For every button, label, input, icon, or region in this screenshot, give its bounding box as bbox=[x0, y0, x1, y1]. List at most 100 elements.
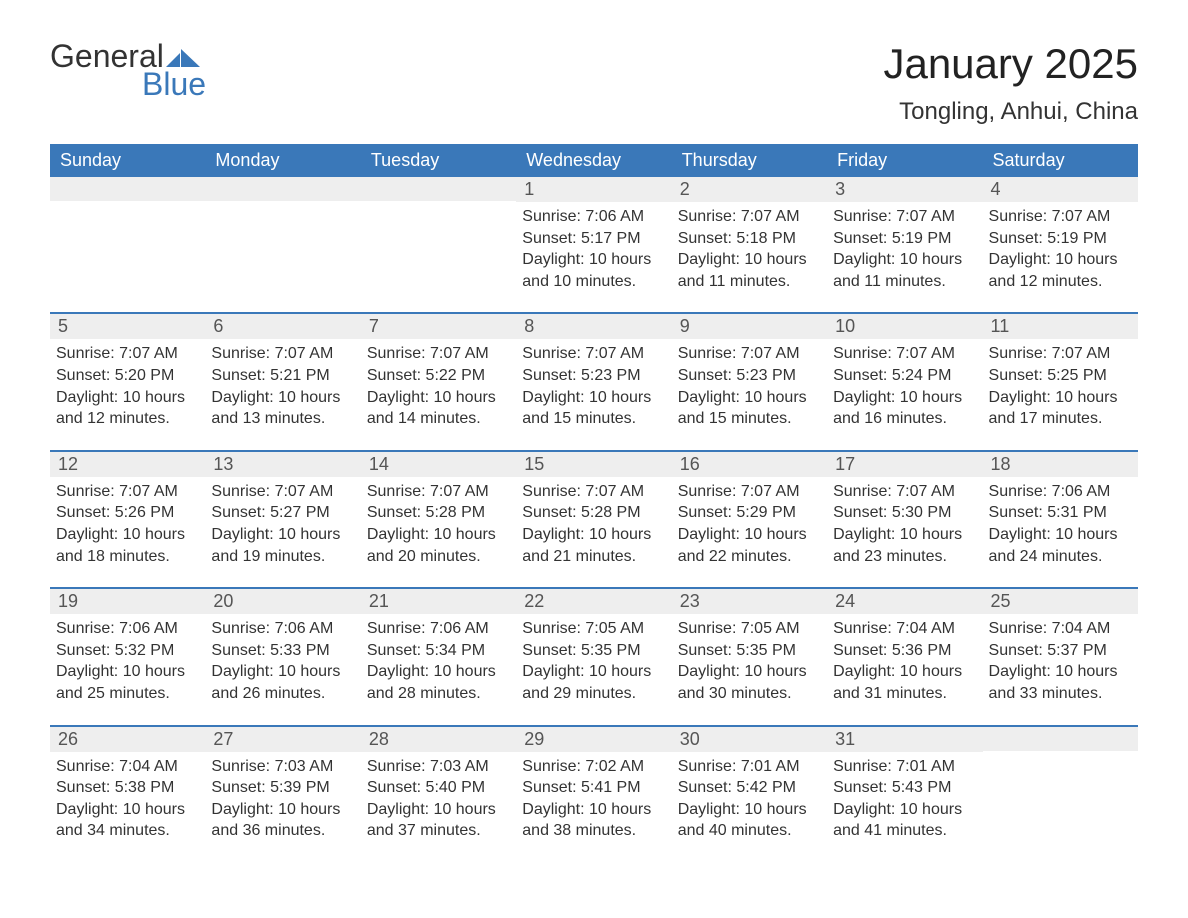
calendar-day: 2Sunrise: 7:07 AMSunset: 5:18 PMDaylight… bbox=[672, 177, 827, 300]
day-number: 25 bbox=[983, 589, 1138, 614]
daylight-line: Daylight: 10 hours and 12 minutes. bbox=[989, 249, 1132, 292]
day-number: 7 bbox=[361, 314, 516, 339]
sunset-line: Sunset: 5:19 PM bbox=[989, 228, 1132, 250]
daylight-line: Daylight: 10 hours and 15 minutes. bbox=[678, 387, 821, 430]
day-number: 31 bbox=[827, 727, 982, 752]
sunrise-line: Sunrise: 7:07 AM bbox=[56, 481, 199, 503]
day-number: 16 bbox=[672, 452, 827, 477]
day-number: 10 bbox=[827, 314, 982, 339]
sunset-line: Sunset: 5:31 PM bbox=[989, 502, 1132, 524]
daylight-line: Daylight: 10 hours and 18 minutes. bbox=[56, 524, 199, 567]
calendar-day: 10Sunrise: 7:07 AMSunset: 5:24 PMDayligh… bbox=[827, 314, 982, 437]
day-details: Sunrise: 7:07 AMSunset: 5:19 PMDaylight:… bbox=[827, 202, 982, 292]
daylight-line: Daylight: 10 hours and 28 minutes. bbox=[367, 661, 510, 704]
sunrise-line: Sunrise: 7:07 AM bbox=[522, 343, 665, 365]
day-number: 24 bbox=[827, 589, 982, 614]
sunset-line: Sunset: 5:32 PM bbox=[56, 640, 199, 662]
day-details: Sunrise: 7:07 AMSunset: 5:28 PMDaylight:… bbox=[516, 477, 671, 567]
sunset-line: Sunset: 5:17 PM bbox=[522, 228, 665, 250]
sunrise-line: Sunrise: 7:07 AM bbox=[989, 206, 1132, 228]
calendar-week: 19Sunrise: 7:06 AMSunset: 5:32 PMDayligh… bbox=[50, 587, 1138, 712]
day-number: 14 bbox=[361, 452, 516, 477]
sunset-line: Sunset: 5:19 PM bbox=[833, 228, 976, 250]
day-number: 28 bbox=[361, 727, 516, 752]
daylight-line: Daylight: 10 hours and 16 minutes. bbox=[833, 387, 976, 430]
sunset-line: Sunset: 5:34 PM bbox=[367, 640, 510, 662]
sunrise-line: Sunrise: 7:06 AM bbox=[211, 618, 354, 640]
calendar-day: 31Sunrise: 7:01 AMSunset: 5:43 PMDayligh… bbox=[827, 727, 982, 850]
calendar-day: 29Sunrise: 7:02 AMSunset: 5:41 PMDayligh… bbox=[516, 727, 671, 850]
sunset-line: Sunset: 5:35 PM bbox=[678, 640, 821, 662]
day-details: Sunrise: 7:07 AMSunset: 5:23 PMDaylight:… bbox=[672, 339, 827, 429]
calendar-day: 24Sunrise: 7:04 AMSunset: 5:36 PMDayligh… bbox=[827, 589, 982, 712]
daylight-line: Daylight: 10 hours and 13 minutes. bbox=[211, 387, 354, 430]
day-number: 6 bbox=[205, 314, 360, 339]
sunrise-line: Sunrise: 7:07 AM bbox=[522, 481, 665, 503]
sunset-line: Sunset: 5:33 PM bbox=[211, 640, 354, 662]
calendar-day: 16Sunrise: 7:07 AMSunset: 5:29 PMDayligh… bbox=[672, 452, 827, 575]
sunset-line: Sunset: 5:21 PM bbox=[211, 365, 354, 387]
sunrise-line: Sunrise: 7:03 AM bbox=[367, 756, 510, 778]
daylight-line: Daylight: 10 hours and 34 minutes. bbox=[56, 799, 199, 842]
sunset-line: Sunset: 5:37 PM bbox=[989, 640, 1132, 662]
calendar-day: 30Sunrise: 7:01 AMSunset: 5:42 PMDayligh… bbox=[672, 727, 827, 850]
day-number: 8 bbox=[516, 314, 671, 339]
brand-logo: General Blue bbox=[50, 40, 206, 100]
calendar-day: 5Sunrise: 7:07 AMSunset: 5:20 PMDaylight… bbox=[50, 314, 205, 437]
sunset-line: Sunset: 5:43 PM bbox=[833, 777, 976, 799]
day-details: Sunrise: 7:07 AMSunset: 5:30 PMDaylight:… bbox=[827, 477, 982, 567]
sunrise-line: Sunrise: 7:04 AM bbox=[989, 618, 1132, 640]
day-details: Sunrise: 7:07 AMSunset: 5:18 PMDaylight:… bbox=[672, 202, 827, 292]
day-details: Sunrise: 7:01 AMSunset: 5:42 PMDaylight:… bbox=[672, 752, 827, 842]
day-number: 23 bbox=[672, 589, 827, 614]
sunset-line: Sunset: 5:18 PM bbox=[678, 228, 821, 250]
day-number: 9 bbox=[672, 314, 827, 339]
calendar-day: 17Sunrise: 7:07 AMSunset: 5:30 PMDayligh… bbox=[827, 452, 982, 575]
weekday-header: Sunday bbox=[50, 144, 205, 177]
daylight-line: Daylight: 10 hours and 19 minutes. bbox=[211, 524, 354, 567]
sunrise-line: Sunrise: 7:04 AM bbox=[833, 618, 976, 640]
sunrise-line: Sunrise: 7:07 AM bbox=[678, 343, 821, 365]
sunrise-line: Sunrise: 7:07 AM bbox=[833, 481, 976, 503]
day-number: 4 bbox=[983, 177, 1138, 202]
day-details: Sunrise: 7:03 AMSunset: 5:39 PMDaylight:… bbox=[205, 752, 360, 842]
sunrise-line: Sunrise: 7:07 AM bbox=[678, 481, 821, 503]
calendar-week: 12Sunrise: 7:07 AMSunset: 5:26 PMDayligh… bbox=[50, 450, 1138, 575]
calendar-day bbox=[205, 177, 360, 300]
day-number: 12 bbox=[50, 452, 205, 477]
weekday-header: Wednesday bbox=[516, 144, 671, 177]
sunrise-line: Sunrise: 7:07 AM bbox=[211, 343, 354, 365]
calendar-day: 12Sunrise: 7:07 AMSunset: 5:26 PMDayligh… bbox=[50, 452, 205, 575]
day-details: Sunrise: 7:07 AMSunset: 5:29 PMDaylight:… bbox=[672, 477, 827, 567]
sunset-line: Sunset: 5:30 PM bbox=[833, 502, 976, 524]
calendar-day: 9Sunrise: 7:07 AMSunset: 5:23 PMDaylight… bbox=[672, 314, 827, 437]
sunrise-line: Sunrise: 7:02 AM bbox=[522, 756, 665, 778]
day-details: Sunrise: 7:07 AMSunset: 5:24 PMDaylight:… bbox=[827, 339, 982, 429]
sunset-line: Sunset: 5:26 PM bbox=[56, 502, 199, 524]
daylight-line: Daylight: 10 hours and 30 minutes. bbox=[678, 661, 821, 704]
sunset-line: Sunset: 5:39 PM bbox=[211, 777, 354, 799]
daylight-line: Daylight: 10 hours and 37 minutes. bbox=[367, 799, 510, 842]
day-details: Sunrise: 7:06 AMSunset: 5:33 PMDaylight:… bbox=[205, 614, 360, 704]
sunrise-line: Sunrise: 7:07 AM bbox=[678, 206, 821, 228]
calendar-day: 27Sunrise: 7:03 AMSunset: 5:39 PMDayligh… bbox=[205, 727, 360, 850]
day-details: Sunrise: 7:07 AMSunset: 5:21 PMDaylight:… bbox=[205, 339, 360, 429]
day-details: Sunrise: 7:07 AMSunset: 5:27 PMDaylight:… bbox=[205, 477, 360, 567]
daylight-line: Daylight: 10 hours and 21 minutes. bbox=[522, 524, 665, 567]
sunset-line: Sunset: 5:38 PM bbox=[56, 777, 199, 799]
day-number bbox=[983, 727, 1138, 751]
daylight-line: Daylight: 10 hours and 31 minutes. bbox=[833, 661, 976, 704]
day-details: Sunrise: 7:06 AMSunset: 5:17 PMDaylight:… bbox=[516, 202, 671, 292]
sunrise-line: Sunrise: 7:06 AM bbox=[522, 206, 665, 228]
daylight-line: Daylight: 10 hours and 33 minutes. bbox=[989, 661, 1132, 704]
day-number: 21 bbox=[361, 589, 516, 614]
calendar-day: 28Sunrise: 7:03 AMSunset: 5:40 PMDayligh… bbox=[361, 727, 516, 850]
calendar-day: 26Sunrise: 7:04 AMSunset: 5:38 PMDayligh… bbox=[50, 727, 205, 850]
day-number: 30 bbox=[672, 727, 827, 752]
daylight-line: Daylight: 10 hours and 10 minutes. bbox=[522, 249, 665, 292]
daylight-line: Daylight: 10 hours and 11 minutes. bbox=[678, 249, 821, 292]
calendar-day: 25 Sunrise: 7:04 AMSunset: 5:37 PMDayligh… bbox=[983, 589, 1138, 712]
day-details: Sunrise: 7:07 AMSunset: 5:26 PMDaylight:… bbox=[50, 477, 205, 567]
daylight-line: Daylight: 10 hours and 26 minutes. bbox=[211, 661, 354, 704]
day-number: 13 bbox=[205, 452, 360, 477]
